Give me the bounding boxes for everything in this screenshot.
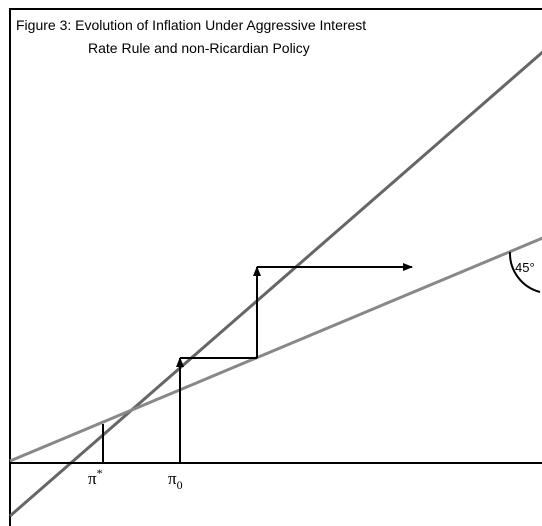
policy-line <box>9 236 542 463</box>
symbol: π <box>168 469 177 488</box>
angle-arc <box>508 251 541 293</box>
title-line: Rate Rule and non-Ricardian Policy <box>88 40 310 56</box>
superscript: * <box>97 466 103 480</box>
frame <box>9 8 542 526</box>
title-line: Figure 3: Evolution of Inflation Under A… <box>16 17 366 33</box>
angle-label: 45° <box>515 260 535 275</box>
45-degree-line <box>9 50 542 518</box>
symbol: π <box>88 469 97 488</box>
pi-star-label: π* <box>88 466 103 488</box>
pi-zero-label: π0 <box>168 469 183 492</box>
subscript: 0 <box>177 478 183 492</box>
